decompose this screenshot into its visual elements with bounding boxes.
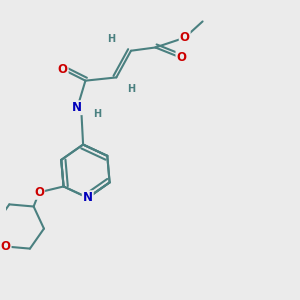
Text: O: O xyxy=(176,51,186,64)
Text: O: O xyxy=(34,186,44,199)
Text: H: H xyxy=(93,109,101,119)
Text: O: O xyxy=(58,63,68,76)
Text: H: H xyxy=(107,34,116,44)
Text: O: O xyxy=(1,240,10,253)
Text: O: O xyxy=(180,31,190,44)
Text: N: N xyxy=(72,101,82,114)
Text: N: N xyxy=(83,191,93,204)
Text: H: H xyxy=(127,84,135,94)
